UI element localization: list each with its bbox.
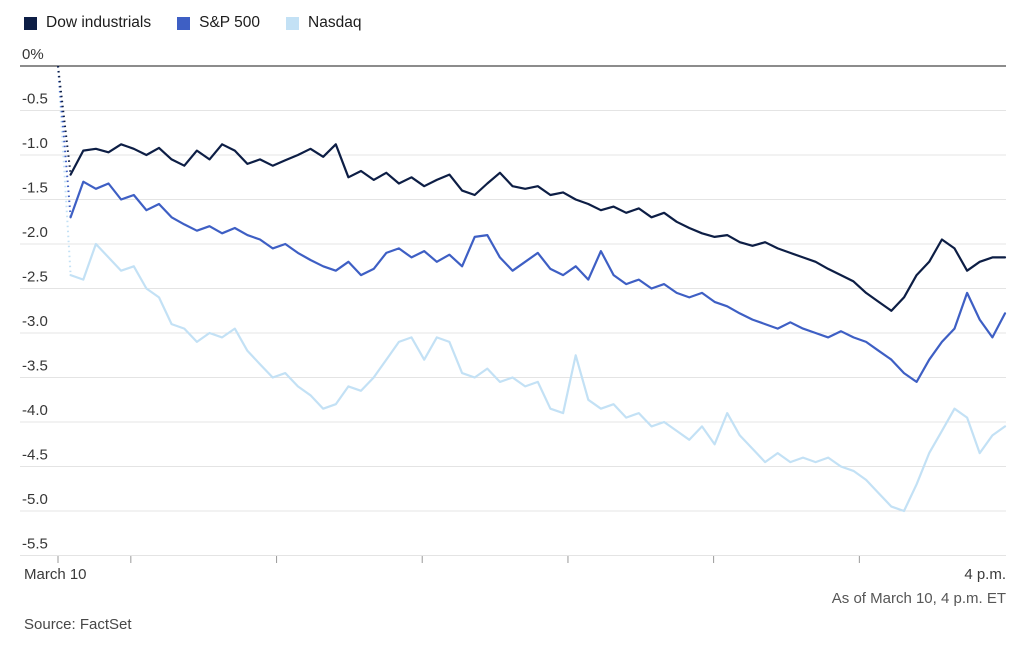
y-axis-label: -2.0 [22,224,48,241]
y-axis-label: -5.0 [22,491,48,508]
series-line-nasdaq [69,242,1007,513]
y-axis-label: -0.5 [22,91,48,108]
legend-item-sp500: S&P 500 [177,14,260,32]
legend-item-nasdaq: Nasdaq [286,14,361,32]
chart-legend: Dow industrials S&P 500 Nasdaq [24,14,361,32]
source-note: Source: FactSet [24,616,132,633]
y-axis-label: -1.0 [22,135,48,152]
y-axis-label: -3.0 [22,313,48,330]
legend-label-dow-industrials: Dow industrials [46,14,152,31]
x-axis-label-end: 4 p.m. [964,566,1006,583]
legend-label-sp500: S&P 500 [199,14,261,31]
legend-swatch-nasdaq [286,16,300,30]
y-axis-label: -2.5 [22,269,48,286]
y-axis-label: -5.5 [22,536,48,553]
legend-label-nasdaq: Nasdaq [308,14,362,31]
y-axis-label: 0% [22,46,44,63]
y-axis-label: -4.5 [22,447,48,464]
y-axis-label: -4.0 [22,402,48,419]
legend-swatch-dow-industrials [24,16,37,30]
legend-swatch-sp500 [177,16,191,30]
y-axis-label: -3.5 [22,358,48,375]
y-axis-label: -1.5 [22,180,48,197]
series-line-s-p-500-dotted-open [57,65,72,218]
series-line-dow-industrials [69,143,1007,312]
legend-item-dow-industrials: Dow industrials [24,14,151,32]
series-line-dow-industrials-dotted-open [57,65,72,175]
series-line-s-p-500 [69,180,1007,383]
x-axis-label-start: March 10 [24,566,87,583]
as-of-note: As of March 10, 4 p.m. ET [831,590,1006,607]
